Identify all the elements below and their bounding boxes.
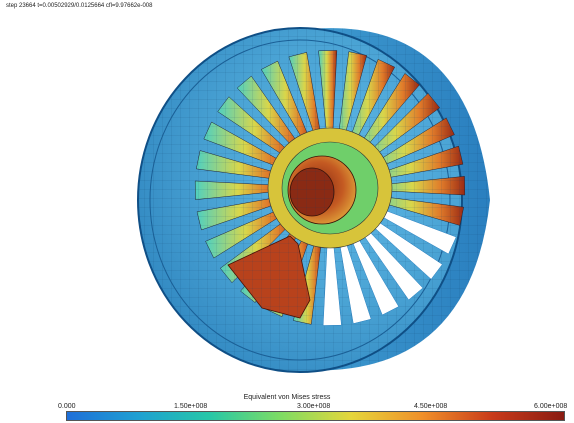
blade-mesh xyxy=(237,76,307,159)
blade-mesh xyxy=(345,59,395,153)
colorbar-tick-label: 6.00e+008 xyxy=(534,403,568,410)
colorbar xyxy=(66,411,565,421)
blade-mesh xyxy=(353,73,420,159)
colorbar-tick-label: 3.00e+008 xyxy=(297,403,331,410)
blade-mesh xyxy=(196,150,292,182)
blade-mesh xyxy=(288,52,324,150)
colorbar-tick-label: 0.000 xyxy=(58,403,76,410)
blade-mesh xyxy=(217,96,301,165)
blade-mesh xyxy=(368,146,463,182)
blade-mesh xyxy=(368,194,464,226)
blade-mesh xyxy=(365,117,455,173)
blade-mesh xyxy=(336,51,367,150)
blade-mesh xyxy=(318,50,337,149)
blade-mesh xyxy=(197,194,292,230)
blade-mesh xyxy=(359,93,440,165)
colorbar-title: Equivalent von Mises stress xyxy=(243,394,331,401)
hub xyxy=(267,127,393,249)
blade-mesh xyxy=(195,180,291,200)
blade-mesh xyxy=(205,203,295,259)
step-info-text: step 23664 t=0.00502929/0.0125664 cfl=9.… xyxy=(6,3,153,9)
colorbar-tick-label: 1.50e+008 xyxy=(174,403,208,410)
blade-mesh xyxy=(369,176,465,196)
blade-fragment xyxy=(227,235,311,319)
colorbar-tick-label: 4.50e+008 xyxy=(414,403,448,410)
blade-mesh xyxy=(203,122,295,173)
blade-mesh xyxy=(261,61,315,153)
